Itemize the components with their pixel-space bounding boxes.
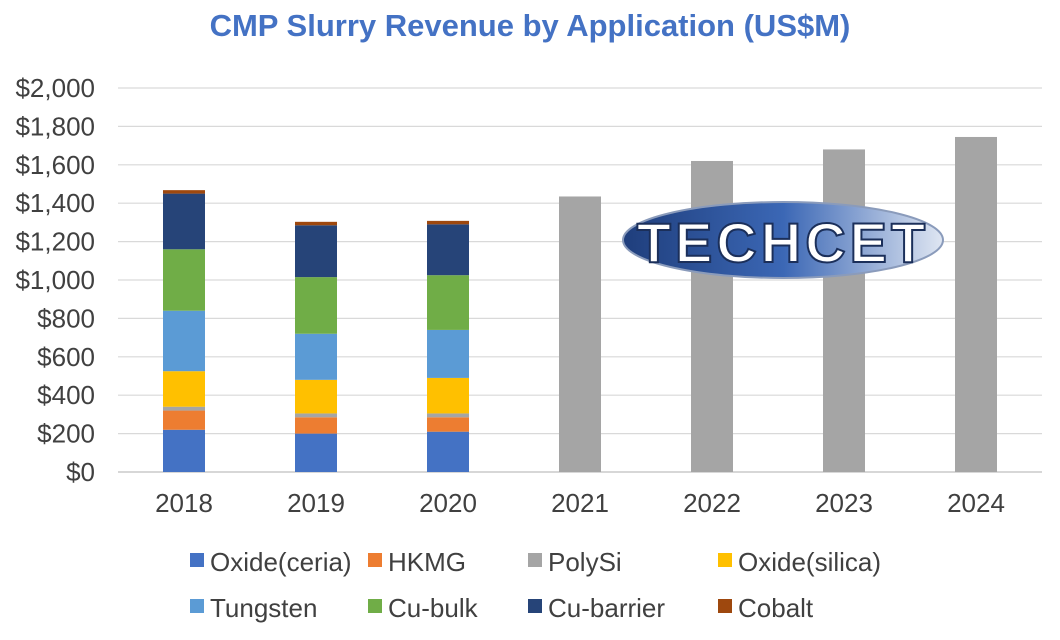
bar-segment <box>427 377 469 414</box>
legend-swatch <box>368 599 382 613</box>
bar-segment <box>295 221 337 226</box>
bar-segment <box>295 379 337 414</box>
legend-label: Tungsten <box>210 593 317 623</box>
bar-segment <box>427 417 469 432</box>
bar-segment <box>427 220 469 225</box>
bar-segment <box>163 406 205 411</box>
legend-swatch <box>528 553 542 567</box>
legend-swatch <box>718 599 732 613</box>
y-tick-label: $2,000 <box>15 73 95 103</box>
legend: Oxide(ceria) HKMG PolySi Oxide(silica) Tungs… <box>190 547 881 623</box>
techcet-logo: TECHCET <box>622 201 944 279</box>
bar-segment <box>295 433 337 472</box>
bar-segment <box>427 275 469 330</box>
bar-segment <box>163 190 205 194</box>
y-tick-label: $400 <box>37 380 95 410</box>
bar-segment <box>163 249 205 311</box>
bar-segment <box>427 431 469 472</box>
legend-label: Cu-barrier <box>548 593 665 623</box>
y-tick-label: $600 <box>37 342 95 372</box>
bar-segment <box>163 410 205 430</box>
y-tick-label: $1,600 <box>15 150 95 180</box>
y-axis: $0 $200 $400 $600 $800 $1,000 $1,200 $1,400 $1,6… <box>15 73 95 487</box>
y-tick-label: $1,000 <box>15 265 95 295</box>
legend-label: PolySi <box>548 547 622 577</box>
x-tick-label: 2018 <box>155 488 213 518</box>
bar-segment <box>163 193 205 250</box>
y-tick-label: $0 <box>66 457 95 487</box>
bar-segment <box>295 277 337 334</box>
y-tick-label: $800 <box>37 303 95 333</box>
bar <box>823 149 865 472</box>
bars <box>163 136 997 473</box>
x-tick-label: 2021 <box>551 488 609 518</box>
y-tick-label: $1,800 <box>15 111 95 141</box>
bar <box>955 136 997 472</box>
bar-segment <box>163 310 205 372</box>
legend-swatch <box>718 553 732 567</box>
x-tick-label: 2023 <box>815 488 873 518</box>
legend-label: Cu-bulk <box>388 593 479 623</box>
legend-label: Cobalt <box>738 593 814 623</box>
x-axis: 2018 2019 2020 2021 2022 2023 2024 <box>155 488 1005 518</box>
logo-text: TECHCET <box>637 211 929 274</box>
bar-segment <box>295 225 337 278</box>
legend-label: HKMG <box>388 547 466 577</box>
y-tick-label: $1,400 <box>15 188 95 218</box>
x-tick-label: 2020 <box>419 488 477 518</box>
x-tick-label: 2022 <box>683 488 741 518</box>
bar-segment <box>295 413 337 418</box>
legend-swatch <box>190 599 204 613</box>
legend-swatch <box>368 553 382 567</box>
x-tick-label: 2024 <box>947 488 1005 518</box>
bar-segment <box>163 371 205 407</box>
bar-segment <box>427 413 469 418</box>
y-tick-label: $200 <box>37 419 95 449</box>
bar-segment <box>295 417 337 434</box>
bar-segment <box>295 333 337 380</box>
x-tick-label: 2019 <box>287 488 345 518</box>
legend-label: Oxide(ceria) <box>210 547 352 577</box>
bar <box>559 196 601 473</box>
chart-title: CMP Slurry Revenue by Application (US$M) <box>209 8 851 43</box>
y-tick-label: $1,200 <box>15 227 95 257</box>
legend-swatch <box>190 553 204 567</box>
bar-segment <box>163 429 205 472</box>
bar-segment <box>427 329 469 378</box>
bar-segment <box>427 224 469 276</box>
legend-label: Oxide(silica) <box>738 547 881 577</box>
legend-swatch <box>528 599 542 613</box>
